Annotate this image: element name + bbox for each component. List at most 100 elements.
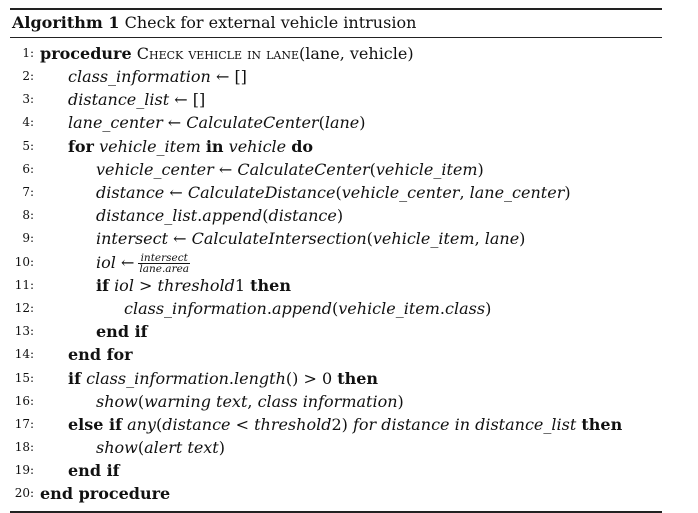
code-token: vehicle — [228, 136, 287, 156]
line-code: show(warning text, class information) — [40, 390, 404, 413]
algorithm-block: Algorithm 1 Check for external vehicle i… — [10, 8, 662, 513]
code-token: , — [459, 183, 470, 203]
algorithm-line: 18: show(alert text) — [10, 435, 662, 458]
line-number: 5: — [22, 138, 34, 153]
code-token: warning text — [144, 391, 248, 411]
algorithm-line: 1: procedure Check vehicle in lane(lane, … — [10, 41, 662, 64]
code-token: ( — [137, 391, 145, 411]
code-token: ← — [164, 183, 188, 203]
code-token: Check vehicle in lane — [136, 43, 300, 63]
code-token: ( — [318, 113, 325, 133]
code-token: ← — [162, 113, 187, 133]
algorithm-line: 17: else if any(distance < threshold2) fo… — [10, 412, 662, 435]
code-token: append — [271, 298, 332, 318]
line-number: 10: — [14, 254, 34, 269]
algorithm-line: 4: lane_center ← CalculateCenter(lane) — [10, 111, 662, 134]
line-number: 1: — [22, 45, 34, 60]
algorithm-line: 12: class_information.append(vehicle_item… — [10, 296, 662, 319]
line-number: 12: — [14, 300, 34, 315]
algorithm-lines: 1: procedure Check vehicle in lane(lane, … — [10, 41, 662, 505]
code-token: distance_list — [68, 90, 170, 110]
code-token: then — [337, 368, 379, 388]
code-token: vehicle_center — [341, 183, 460, 203]
code-token: , — [474, 229, 485, 249]
line-code: vehicle_center ← CalculateCenter(vehicle… — [40, 158, 484, 181]
code-token: (lane, vehicle) — [299, 43, 414, 63]
code-token: append — [202, 206, 263, 226]
line-code: if iol > threshold1 then — [40, 274, 291, 297]
code-token: lane_center — [68, 113, 163, 133]
code-token: for — [68, 136, 94, 156]
code-token: lane — [484, 229, 520, 249]
code-token: class — [445, 298, 486, 318]
code-token: end for — [68, 345, 133, 365]
code-token: show — [96, 391, 138, 411]
line-code: iol ← intersect lane.area — [40, 251, 191, 275]
code-token: then — [250, 275, 291, 295]
line-code: show(alert text) — [40, 436, 225, 459]
line-number: 11: — [14, 277, 34, 292]
line-code: distance_list ← [] — [40, 88, 205, 111]
code-token: do — [291, 136, 314, 156]
line-code: distance ← CalculateDistance(vehicle_cen… — [40, 181, 571, 204]
code-token: ) — [564, 183, 571, 203]
code-token: ) — [477, 159, 484, 179]
line-code: class_information ← [] — [40, 65, 247, 88]
code-token: ← — [168, 229, 192, 249]
code-token: class_information — [124, 298, 267, 318]
code-token: ( — [262, 206, 269, 226]
line-number: 19: — [14, 463, 34, 478]
algorithm-line: 7: distance ← CalculateDistance(vehicle_c… — [10, 180, 662, 203]
code-token: end if — [96, 322, 148, 342]
code-token: iol — [114, 275, 134, 295]
line-code: procedure Check vehicle in lane(lane, ve… — [40, 42, 414, 65]
code-token: vehicle_item — [372, 229, 475, 249]
line-number: 17: — [14, 416, 34, 431]
line-number: 13: — [14, 324, 34, 339]
code-token: < — [230, 414, 255, 434]
line-code: for vehicle_item in vehicle do — [40, 135, 313, 158]
code-token: procedure — [40, 43, 132, 63]
code-token: else if — [68, 414, 122, 434]
code-token: CalculateDistance — [187, 183, 336, 203]
algorithm-line: 11: if iol > threshold1 then — [10, 273, 662, 296]
algorithm-line: 15: if class_information.length() > 0 the… — [10, 366, 662, 389]
code-token: . — [228, 368, 235, 388]
code-token: , — [247, 391, 258, 411]
code-token: distance_list — [96, 206, 198, 226]
code-token: then — [581, 414, 623, 434]
code-token: end if — [68, 461, 120, 481]
algorithm-caption: Algorithm 1 Check for external vehicle i… — [10, 10, 662, 37]
code-token: class_information — [86, 368, 229, 388]
line-code: distance_list.append(distance) — [40, 204, 343, 227]
code-token: distance — [268, 206, 337, 226]
fraction-denominator: lane.area — [139, 262, 190, 275]
line-number: 6: — [22, 161, 34, 176]
code-token: if — [96, 275, 109, 295]
code-token: alert text — [144, 438, 219, 458]
code-token: threshold — [254, 414, 332, 434]
line-code: class_information.append(vehicle_item.cl… — [40, 297, 491, 320]
line-number: 14: — [14, 347, 34, 362]
code-token: ) — [218, 438, 225, 458]
algorithm-line: 19: end if — [10, 458, 662, 481]
line-number: 16: — [14, 393, 34, 408]
line-number: 20: — [14, 486, 34, 501]
code-token: any — [127, 414, 156, 434]
code-token: ( — [137, 438, 145, 458]
code-token: CalculateCenter — [186, 113, 319, 133]
code-token: in — [205, 136, 224, 156]
code-token: iol — [96, 252, 116, 272]
fraction-numerator: intersect — [138, 252, 191, 264]
code-token: lane — [324, 113, 360, 133]
code-token: vehicle_center — [96, 159, 214, 179]
line-number: 9: — [22, 231, 34, 246]
algorithm-line: 13: end if — [10, 319, 662, 342]
line-number: 4: — [22, 115, 34, 130]
line-code: end procedure — [40, 482, 170, 505]
algorithm-line: 6: vehicle_center ← CalculateCenter(vehic… — [10, 157, 662, 180]
code-token: ( — [335, 183, 342, 203]
caption-label: Algorithm 1 — [12, 13, 120, 32]
fraction: intersect lane.area — [138, 252, 191, 275]
line-code: lane_center ← CalculateCenter(lane) — [40, 111, 366, 134]
